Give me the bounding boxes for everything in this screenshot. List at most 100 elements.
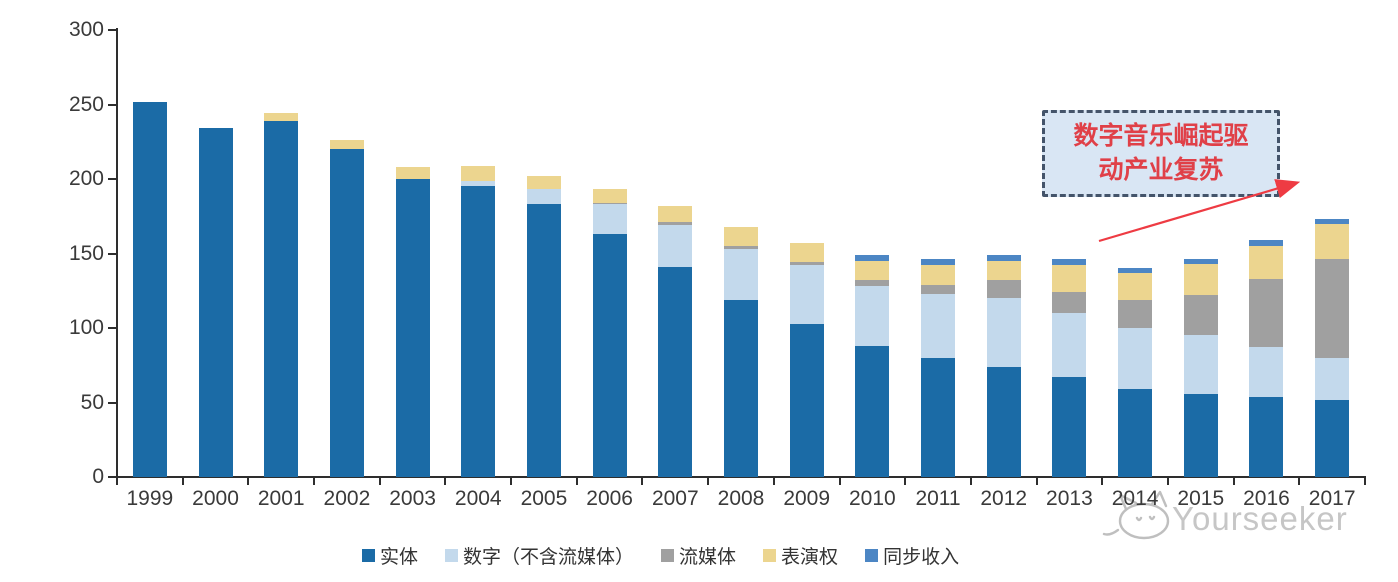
bar-segment bbox=[789, 265, 824, 324]
bar-segment bbox=[986, 298, 1021, 367]
x-axis-tick bbox=[772, 478, 775, 485]
x-tick-label: 2015 bbox=[1177, 487, 1225, 510]
bar-group-2012 bbox=[986, 0, 1021, 477]
bar-group-1999 bbox=[132, 0, 167, 477]
bar-segment bbox=[1052, 292, 1087, 314]
bar-segment bbox=[461, 180, 496, 187]
x-tick-label: 2007 bbox=[651, 487, 699, 510]
bar-segment bbox=[921, 265, 956, 285]
bar-segment bbox=[658, 266, 693, 477]
bar-segment bbox=[1183, 295, 1218, 336]
bar-segment bbox=[1315, 259, 1350, 358]
x-axis-tick bbox=[510, 478, 513, 485]
bar-group-2008 bbox=[724, 0, 758, 477]
x-axis-tick bbox=[1166, 478, 1169, 485]
y-axis-line bbox=[116, 28, 118, 478]
x-axis-tick bbox=[707, 478, 710, 485]
y-tick-label: 150 bbox=[68, 241, 104, 265]
x-axis-tick bbox=[1232, 478, 1235, 485]
bar-segment bbox=[526, 204, 561, 477]
y-axis-tick bbox=[108, 252, 117, 255]
legend-item: 流媒体 bbox=[661, 542, 736, 569]
bar-segment bbox=[132, 101, 167, 477]
bar-segment bbox=[724, 226, 758, 247]
y-tick-label: 100 bbox=[68, 316, 104, 339]
bar-segment bbox=[1052, 313, 1087, 378]
bar-segment bbox=[1315, 223, 1350, 260]
bar-segment bbox=[395, 179, 430, 477]
bar-segment bbox=[986, 260, 1021, 281]
bar-group-2013 bbox=[1052, 0, 1087, 477]
bar-segment bbox=[855, 286, 890, 346]
legend-label: 实体 bbox=[380, 547, 419, 568]
x-tick-label: 2013 bbox=[1046, 487, 1093, 510]
bar-segment bbox=[1249, 278, 1284, 348]
bar-group-2010 bbox=[855, 0, 890, 477]
legend-label: 数字（不含流媒体） bbox=[463, 547, 635, 568]
bar-segment bbox=[921, 293, 956, 358]
legend-label: 流媒体 bbox=[679, 547, 737, 568]
x-axis-tick bbox=[1364, 478, 1366, 485]
bar-segment bbox=[986, 255, 1021, 261]
bar-group-2004 bbox=[461, 0, 496, 477]
annotation-callout: 数字音乐崛起驱 动产业复苏 bbox=[1042, 110, 1280, 197]
y-axis-tick bbox=[108, 401, 117, 404]
x-tick-label: 2006 bbox=[586, 487, 633, 510]
x-axis-tick bbox=[838, 478, 841, 485]
x-axis-tick bbox=[1101, 478, 1104, 485]
bar-segment bbox=[1052, 259, 1087, 266]
bar-segment bbox=[1118, 272, 1153, 300]
bar-segment bbox=[1183, 259, 1218, 264]
bar-group-2000 bbox=[198, 0, 233, 477]
bar-segment bbox=[1118, 299, 1153, 328]
y-axis-tick bbox=[108, 327, 117, 329]
x-tick-label: 2010 bbox=[849, 487, 896, 510]
x-axis-tick bbox=[247, 478, 250, 485]
legend-label: 同步收入 bbox=[883, 547, 960, 568]
x-tick-label: 2009 bbox=[783, 487, 831, 510]
x-axis-tick bbox=[313, 478, 316, 485]
bar-group-2001 bbox=[264, 0, 299, 477]
bar-segment bbox=[461, 186, 496, 477]
x-axis-tick bbox=[378, 478, 381, 485]
bar-segment bbox=[658, 205, 693, 223]
x-axis-tick bbox=[641, 478, 644, 485]
legend-swatch-icon bbox=[445, 549, 459, 562]
bar-segment bbox=[855, 255, 890, 261]
watermark-brand-text: Yourseeker bbox=[1172, 500, 1348, 537]
bar-group-2009 bbox=[789, 0, 824, 477]
bar-segment bbox=[1183, 393, 1218, 477]
bar-segment bbox=[855, 280, 890, 287]
bar-segment bbox=[724, 299, 758, 477]
bar-segment bbox=[526, 176, 561, 190]
bar-group-2006 bbox=[592, 0, 627, 477]
x-axis-line bbox=[116, 476, 1366, 478]
bar-segment bbox=[789, 323, 824, 477]
x-axis-tick bbox=[116, 478, 118, 485]
y-tick-label: 250 bbox=[68, 92, 104, 116]
bar-segment bbox=[526, 189, 561, 205]
bar-segment bbox=[592, 234, 627, 477]
legend-item: 同步收入 bbox=[865, 542, 959, 569]
bar-segment bbox=[1249, 347, 1284, 397]
x-tick-label: 2017 bbox=[1308, 487, 1356, 510]
bar-group-2015 bbox=[1183, 0, 1218, 477]
bar-segment bbox=[921, 357, 956, 477]
bar-segment bbox=[264, 120, 299, 477]
x-tick-label: 2014 bbox=[1111, 487, 1159, 510]
x-tick-label: 2003 bbox=[389, 487, 436, 510]
bar-segment bbox=[1052, 265, 1087, 293]
y-axis-tick bbox=[108, 178, 117, 180]
bar-segment bbox=[1315, 219, 1350, 224]
x-tick-label: 2002 bbox=[323, 487, 371, 510]
bar-segment bbox=[1118, 328, 1153, 390]
legend-swatch-icon bbox=[865, 549, 879, 562]
bar-segment bbox=[658, 225, 693, 267]
legend-item: 表演权 bbox=[763, 542, 838, 569]
bar-segment bbox=[724, 246, 758, 250]
bar-group-2002 bbox=[329, 0, 364, 477]
x-tick-label: 2004 bbox=[454, 487, 502, 510]
x-tick-label: 2008 bbox=[717, 487, 765, 510]
bar-group-2017 bbox=[1315, 0, 1350, 477]
